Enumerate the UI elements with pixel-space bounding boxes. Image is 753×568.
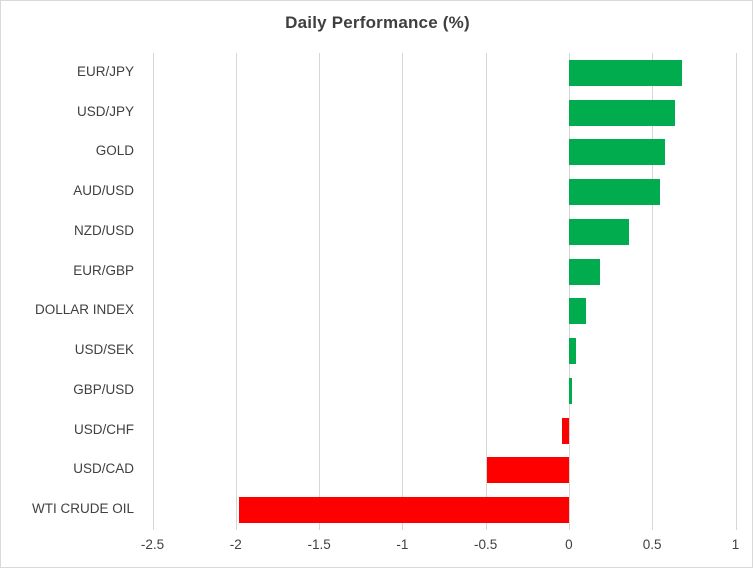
gridline xyxy=(402,53,404,530)
gridline xyxy=(735,53,737,530)
bar-usd-sek xyxy=(568,338,576,365)
category-label: WTI CRUDE OIL xyxy=(31,501,134,517)
bar-aud-usd xyxy=(568,179,661,206)
x-tick-label: -0.5 xyxy=(473,537,498,552)
bar-usd-cad xyxy=(487,457,569,484)
category-label: DOLLAR INDEX xyxy=(34,302,134,318)
category-label: USD/SEK xyxy=(74,342,134,358)
bar-nzd-usd xyxy=(568,218,629,245)
gridline xyxy=(235,53,237,530)
bar-dollar-index xyxy=(568,298,586,325)
category-label: NZD/USD xyxy=(74,222,134,238)
category-label: EUR/GBP xyxy=(73,262,134,278)
gridline xyxy=(485,53,487,530)
x-tick-label: -2 xyxy=(229,537,242,552)
gridline xyxy=(152,53,154,530)
bar-usd-jpy xyxy=(568,99,676,126)
x-tick-label: -1 xyxy=(396,537,409,552)
category-label: USD/CAD xyxy=(73,461,134,477)
category-label: USD/JPY xyxy=(76,103,134,119)
x-tick-label: 0.5 xyxy=(642,537,662,552)
bar-gbp-usd xyxy=(568,377,573,404)
category-label: GOLD xyxy=(95,143,134,159)
bar-eur-jpy xyxy=(568,59,683,86)
gridline xyxy=(568,53,570,530)
bar-usd-chf xyxy=(562,417,569,444)
category-label: USD/CHF xyxy=(74,421,134,437)
category-label: EUR/JPY xyxy=(76,63,134,79)
x-tick-label: 0 xyxy=(565,537,573,552)
bar-wti-crude-oil xyxy=(239,497,569,524)
gridline xyxy=(652,53,654,530)
category-label: GBP/USD xyxy=(73,381,134,397)
gridline xyxy=(319,53,321,530)
x-tick-label: -1.5 xyxy=(307,537,331,552)
bar-gold xyxy=(568,139,666,166)
x-tick-label: -2.5 xyxy=(140,537,165,552)
x-tick-label: 1 xyxy=(731,537,740,552)
bar-eur-gbp xyxy=(568,258,601,285)
category-label: AUD/USD xyxy=(73,183,134,199)
chart-title: Daily Performance (%) xyxy=(285,13,470,32)
